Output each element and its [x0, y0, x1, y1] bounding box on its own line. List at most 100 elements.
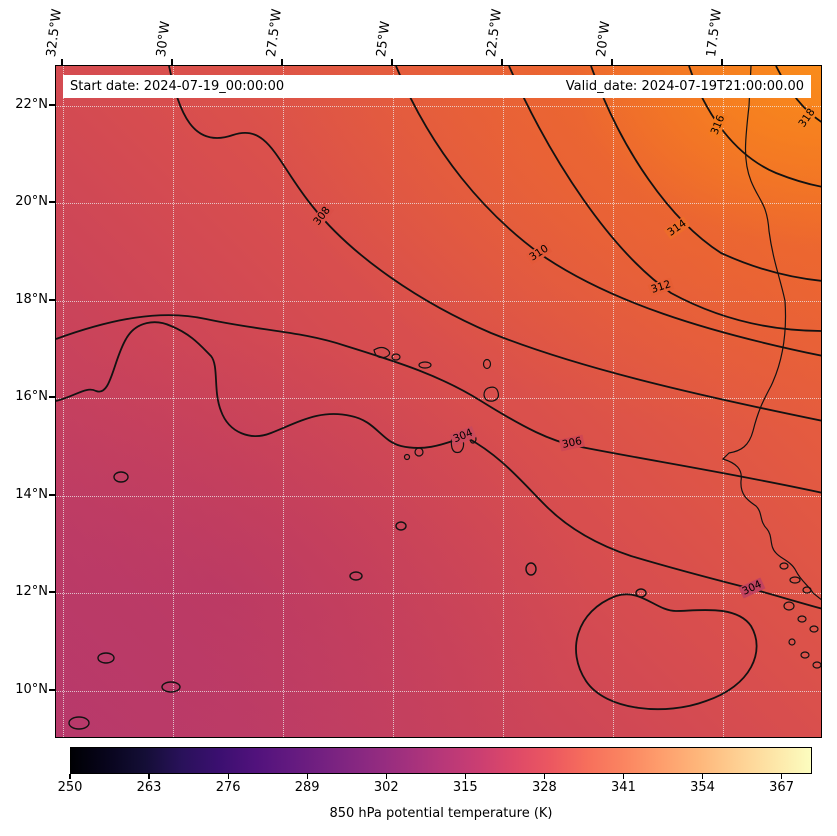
contour-line-316: [688, 66, 821, 188]
gridline-horizontal: [56, 202, 821, 204]
lon-tick-mark: [611, 59, 613, 65]
colorbar-tick-label: 367: [769, 780, 794, 795]
colorbar-tick-mark: [622, 774, 625, 779]
colorbar-tick-label: 289: [294, 780, 320, 795]
lat-tick-mark: [49, 299, 55, 301]
gridline-horizontal: [56, 397, 821, 399]
closed-contour-ring: [68, 716, 90, 730]
start-date-label: Start date: 2024-07-19_00:00:00: [70, 79, 285, 94]
lon-tick-label: 32.5°W: [44, 8, 65, 58]
colorbar-tick-label: 341: [611, 780, 636, 795]
lat-tick-label: 20°N: [15, 194, 48, 209]
gridline-horizontal: [56, 105, 821, 107]
date-banner: Start date: 2024-07-19_00:00:00 Valid_da…: [63, 75, 811, 98]
lat-tick-label: 16°N: [15, 389, 48, 404]
lon-tick-label: 25°W: [374, 20, 394, 58]
gridline-vertical: [62, 66, 64, 737]
lat-tick-label: 22°N: [15, 97, 48, 112]
island-outline: [788, 638, 796, 646]
lon-tick-mark: [721, 59, 723, 65]
lat-tick-label: 18°N: [15, 292, 48, 307]
colorbar-tick-mark: [701, 774, 704, 779]
lon-tick-mark: [171, 59, 173, 65]
island-outline: [391, 353, 401, 361]
island-outline: [783, 601, 795, 611]
lon-tick-label: 20°W: [594, 20, 614, 58]
gridline-horizontal: [56, 300, 821, 302]
contour-line-310: [395, 66, 821, 357]
gridline-vertical: [282, 66, 284, 737]
island-outline: [800, 651, 810, 659]
gridline-vertical: [172, 66, 174, 737]
contour-line-314: [590, 66, 821, 282]
colorbar-label: 850 hPa potential temperature (K): [329, 806, 553, 821]
gridline-horizontal: [56, 592, 821, 594]
island-outline: [414, 447, 424, 457]
colorbar-tick-mark: [780, 774, 783, 779]
lat-tick-mark: [49, 396, 55, 398]
colorbar-tick-mark: [385, 774, 387, 779]
island-outline: [802, 586, 812, 594]
contour-line-306: [56, 314, 821, 494]
colorbar-tick-mark: [227, 774, 229, 779]
lon-tick-label: 17.5°W: [704, 8, 725, 58]
island-outline: [482, 358, 492, 370]
contour-line-304: [56, 321, 821, 610]
map-plot-area: Start date: 2024-07-19_00:00:00 Valid_da…: [55, 65, 822, 738]
colorbar-tick-mark: [69, 774, 71, 779]
island-outline: [418, 361, 432, 369]
closed-contour-ring: [395, 521, 407, 531]
island-outline: [809, 625, 819, 633]
colorbar-tick-label: 354: [690, 780, 715, 795]
gridline-horizontal: [56, 690, 821, 692]
island-outline: [797, 615, 807, 623]
contour-line-318: [775, 66, 821, 123]
contour-line-308: [168, 66, 821, 422]
island-outline: [483, 386, 500, 402]
colorbar: [70, 747, 812, 774]
lat-tick-mark: [49, 689, 55, 691]
closed-contour-ring: [97, 652, 115, 664]
closed-contour-ring: [349, 571, 363, 581]
lat-tick-label: 12°N: [15, 584, 48, 599]
colorbar-tick-label: 276: [215, 780, 241, 795]
colorbar-tick-mark: [148, 774, 150, 779]
lon-tick-label: 27.5°W: [264, 8, 285, 58]
island-outline: [779, 562, 789, 570]
closed-contour-ring: [635, 588, 647, 598]
colorbar-tick-mark: [306, 774, 308, 779]
colorbar-tick-label: 315: [452, 780, 478, 795]
lon-tick-label: 30°W: [154, 20, 174, 58]
contour-layer: [56, 66, 821, 730]
island-outline: [812, 661, 821, 669]
lon-tick-label: 22.5°W: [484, 8, 505, 58]
colorbar-tick-label: 263: [136, 780, 162, 795]
colorbar-tick-mark: [464, 774, 466, 779]
closed-contour-ring: [161, 681, 181, 693]
colorbar-tick-label: 250: [57, 780, 83, 795]
colorbar-tick-label: 302: [373, 780, 399, 795]
island-outline: [403, 453, 411, 461]
gridline-vertical: [612, 66, 614, 737]
lat-tick-mark: [49, 201, 55, 203]
closed-contour-ring: [525, 562, 537, 576]
island-outline: [373, 346, 391, 359]
colorbar-tick-label: 328: [531, 780, 557, 795]
lon-tick-mark: [391, 59, 393, 65]
gridline-vertical: [392, 66, 394, 737]
closed-contour-ring: [113, 471, 129, 483]
island-outline: [789, 576, 801, 584]
valid-date-label: Valid_date: 2024-07-19T21:00:00.00: [565, 79, 804, 94]
coastline: [721, 66, 821, 601]
lon-tick-mark: [281, 59, 283, 65]
lon-tick-mark: [501, 59, 503, 65]
lat-tick-label: 10°N: [15, 682, 48, 697]
gridline-vertical: [502, 66, 504, 737]
gridline-horizontal: [56, 495, 821, 497]
lat-tick-label: 14°N: [15, 487, 48, 502]
lat-tick-mark: [49, 591, 55, 593]
colorbar-tick-mark: [543, 774, 545, 779]
lon-tick-mark: [61, 59, 63, 65]
lat-tick-mark: [49, 494, 55, 496]
